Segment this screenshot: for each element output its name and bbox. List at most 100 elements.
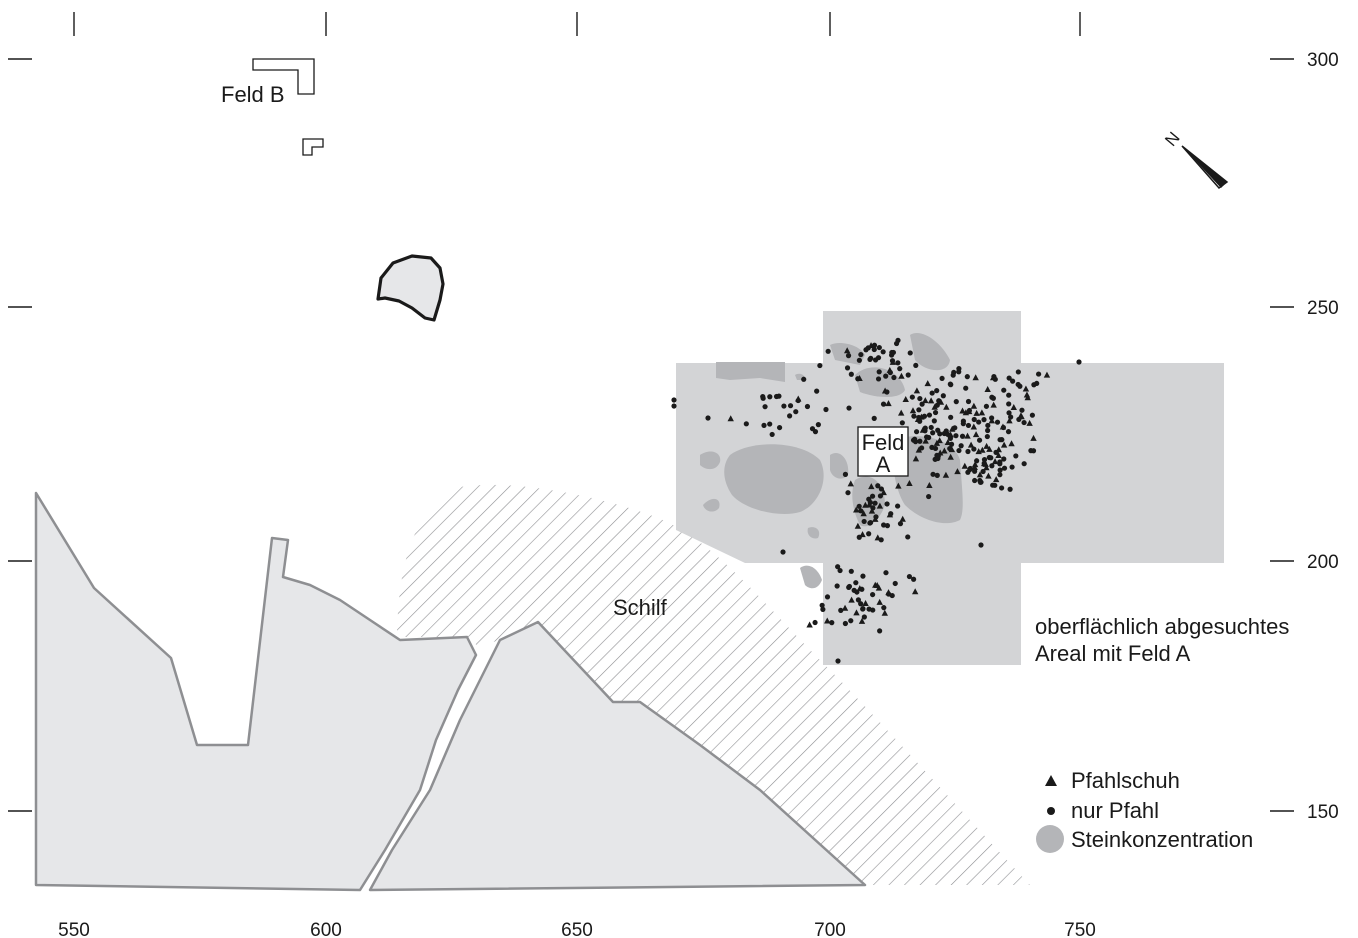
pfahl-marker	[948, 441, 955, 447]
pfahl-marker	[911, 576, 917, 582]
pfahl-marker	[835, 564, 841, 570]
legend: Pfahlschuh nur Pfahl Steinkonzentration	[1036, 768, 1253, 853]
pfahl-marker	[880, 349, 886, 355]
pfahl-marker	[881, 605, 887, 611]
pfahl-marker	[907, 350, 913, 356]
pfahl-marker	[1019, 407, 1025, 413]
pfahl-marker	[889, 358, 896, 364]
pfahlschuh-marker	[926, 482, 933, 489]
pfahl-marker	[793, 409, 799, 415]
feld-b: Feld B	[221, 58, 324, 156]
pfahl-marker	[965, 469, 971, 475]
pfahl-marker	[1021, 461, 1027, 467]
pfahlschuh-marker	[872, 515, 879, 522]
pfahlschuh-marker	[927, 397, 935, 404]
pfahl-marker	[932, 409, 939, 416]
x-axis-top-ticks	[73, 12, 1081, 36]
pfahl-marker	[856, 503, 862, 509]
pfahl-marker	[844, 365, 851, 371]
pfahlschuh-marker	[860, 510, 867, 517]
pfahl-marker	[877, 628, 883, 634]
pfahlschuh-marker	[853, 609, 860, 616]
pfahl-marker	[1076, 359, 1082, 365]
pfahl-marker	[846, 583, 853, 590]
pfahl-marker	[926, 493, 932, 500]
pfahl-marker	[743, 421, 749, 427]
pfahl-marker	[801, 376, 807, 382]
pfahl-marker	[971, 416, 977, 423]
pfahl-marker	[812, 619, 818, 626]
pfahl-marker	[906, 573, 913, 580]
pfahl-marker	[953, 399, 959, 405]
pfahlschuh-marker	[972, 374, 979, 381]
pfahl-marker	[871, 415, 877, 421]
y-axis-right-ticks	[1270, 58, 1294, 812]
pfahl-marker	[897, 366, 903, 372]
pfahl-marker	[947, 445, 953, 452]
pfahlschuh-marker	[988, 417, 996, 424]
pfahl-marker	[972, 468, 978, 474]
pfahl-marker	[815, 422, 821, 428]
pfahl-marker	[876, 344, 882, 351]
pfahl-marker	[926, 412, 933, 418]
pfahlschuh-marker	[975, 448, 982, 455]
pfahlschuh-marker	[971, 463, 978, 470]
pfahlschuh-marker	[983, 464, 990, 471]
pfahl-marker	[934, 472, 940, 478]
x-axis-labels: 550 600 650 700 750	[58, 920, 1096, 938]
pfahl-marker	[809, 426, 816, 432]
pfahlschuh-marker	[972, 431, 980, 438]
y-tick-label: 150	[1307, 802, 1339, 823]
feld-a-label-line1: Feld	[862, 430, 905, 455]
pfahl-marker	[922, 428, 928, 434]
pfahl-marker	[935, 455, 941, 462]
pfahlschuh-marker	[912, 455, 920, 462]
pfahlschuh-marker	[866, 501, 873, 508]
legend-label: Pfahlschuh	[1071, 768, 1180, 793]
pfahl-marker	[976, 437, 983, 443]
pfahlschuh-marker	[1006, 417, 1013, 424]
pfahlschuh-marker	[943, 403, 950, 410]
pfahl-marker	[875, 483, 881, 489]
pfahl-marker	[965, 422, 972, 429]
pfahl-marker	[989, 463, 995, 469]
pfahlschuh-marker	[947, 431, 954, 438]
pfahl-marker	[781, 403, 787, 409]
pfahlschuh-marker	[881, 609, 889, 616]
pfahl-marker	[871, 346, 877, 353]
pfahl-marker	[761, 422, 767, 428]
legend-label: nur Pfahl	[1071, 798, 1159, 823]
pfahl-marker	[905, 372, 911, 378]
pfahl-marker	[959, 433, 966, 439]
pfahlschuh-marker	[1024, 394, 1031, 401]
pfahl-marker	[880, 401, 887, 407]
pfahlschuh-marker	[909, 407, 917, 414]
pfahl-marker	[884, 389, 890, 395]
pfahl-marker	[930, 471, 936, 477]
pfahlschuh-marker	[970, 402, 978, 409]
pfahlschuh-marker	[914, 415, 922, 422]
pfahlschuh-marker	[885, 589, 892, 596]
pfahl-marker	[1015, 381, 1021, 388]
pfahl-marker	[974, 458, 980, 464]
pfahlschuh-marker	[1008, 440, 1015, 447]
pfahl-marker	[881, 522, 887, 528]
pfahl-marker	[984, 433, 990, 440]
pfahl-marker	[795, 397, 801, 404]
pfahl-marker	[767, 421, 773, 427]
pfahl-marker	[1007, 486, 1013, 492]
pfahl-marker	[854, 589, 860, 595]
pfahlschuh-marker	[862, 600, 869, 607]
pfahl-marker	[917, 395, 923, 402]
pfahlschuh-marker	[978, 409, 986, 416]
pfahlschuh-marker	[895, 482, 902, 489]
pfahl-marker	[978, 542, 984, 548]
pfahl-marker	[866, 496, 872, 502]
pfahl-marker	[1016, 416, 1022, 423]
pfahl-marker	[1013, 453, 1019, 459]
pfahl-marker	[842, 620, 848, 627]
pfahlschuh-marker	[853, 506, 860, 513]
pfahl-marker	[951, 369, 957, 376]
pfahlschuh-marker	[967, 441, 975, 448]
